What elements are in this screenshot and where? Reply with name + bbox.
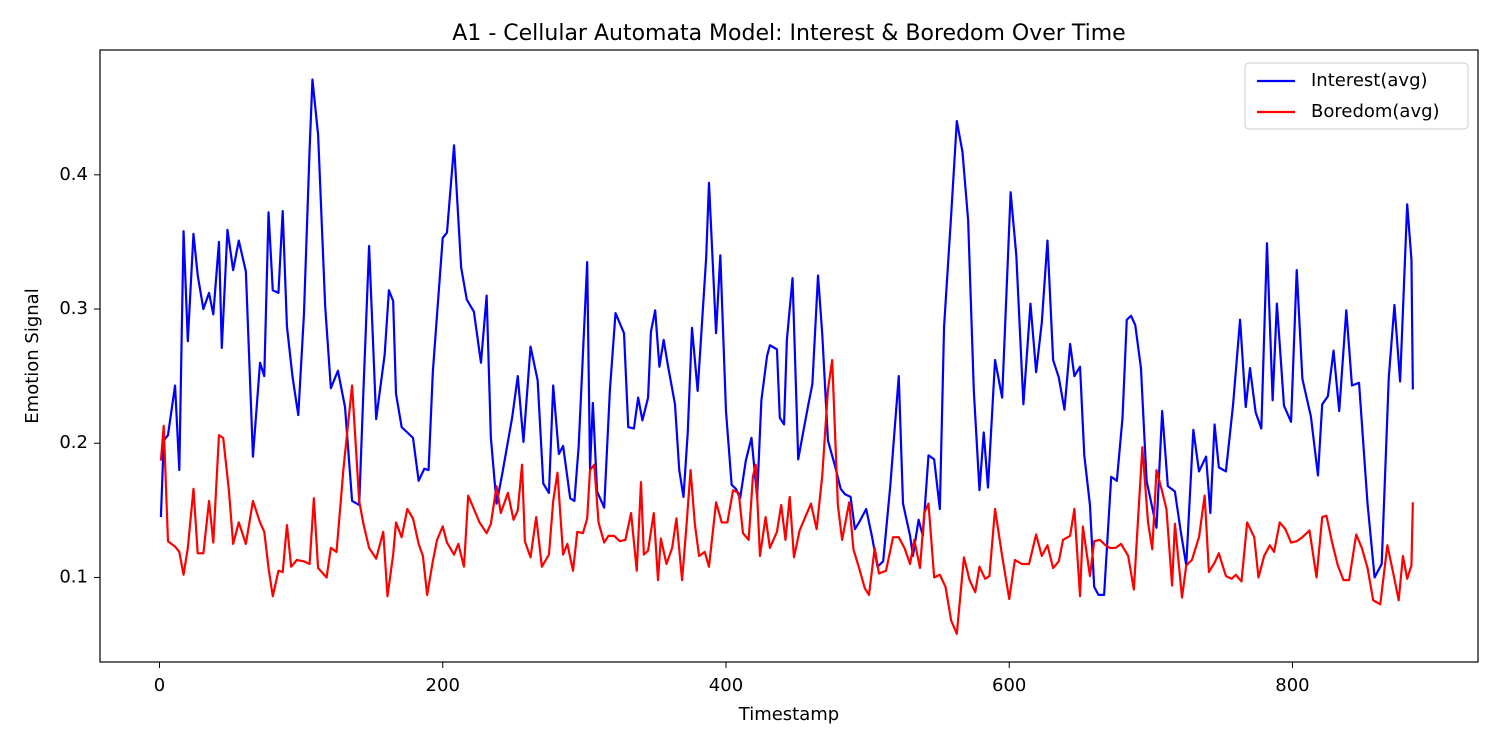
x-tick-label: 400 — [709, 675, 743, 696]
x-tick-label: 200 — [426, 675, 460, 696]
legend-label: Boredom(avg) — [1311, 101, 1440, 122]
y-tick-label: 0.4 — [59, 164, 88, 185]
x-tick-label: 800 — [1275, 675, 1309, 696]
legend-label: Interest(avg) — [1311, 70, 1428, 91]
series-line — [159, 358, 1414, 635]
plot-frame — [99, 49, 1479, 663]
y-tick-label: 0.2 — [59, 432, 88, 453]
legend-box — [1244, 62, 1469, 130]
y-tick-label: 0.3 — [59, 298, 88, 319]
y-axis-label: Emotion Signal — [22, 288, 43, 423]
x-tick-label: 0 — [154, 675, 165, 696]
y-tick-label: 0.1 — [59, 566, 88, 587]
chart-title: A1 - Cellular Automata Model: Interest &… — [452, 21, 1125, 46]
x-axis-label: Timestamp — [738, 704, 839, 725]
x-tick-label: 600 — [992, 675, 1026, 696]
